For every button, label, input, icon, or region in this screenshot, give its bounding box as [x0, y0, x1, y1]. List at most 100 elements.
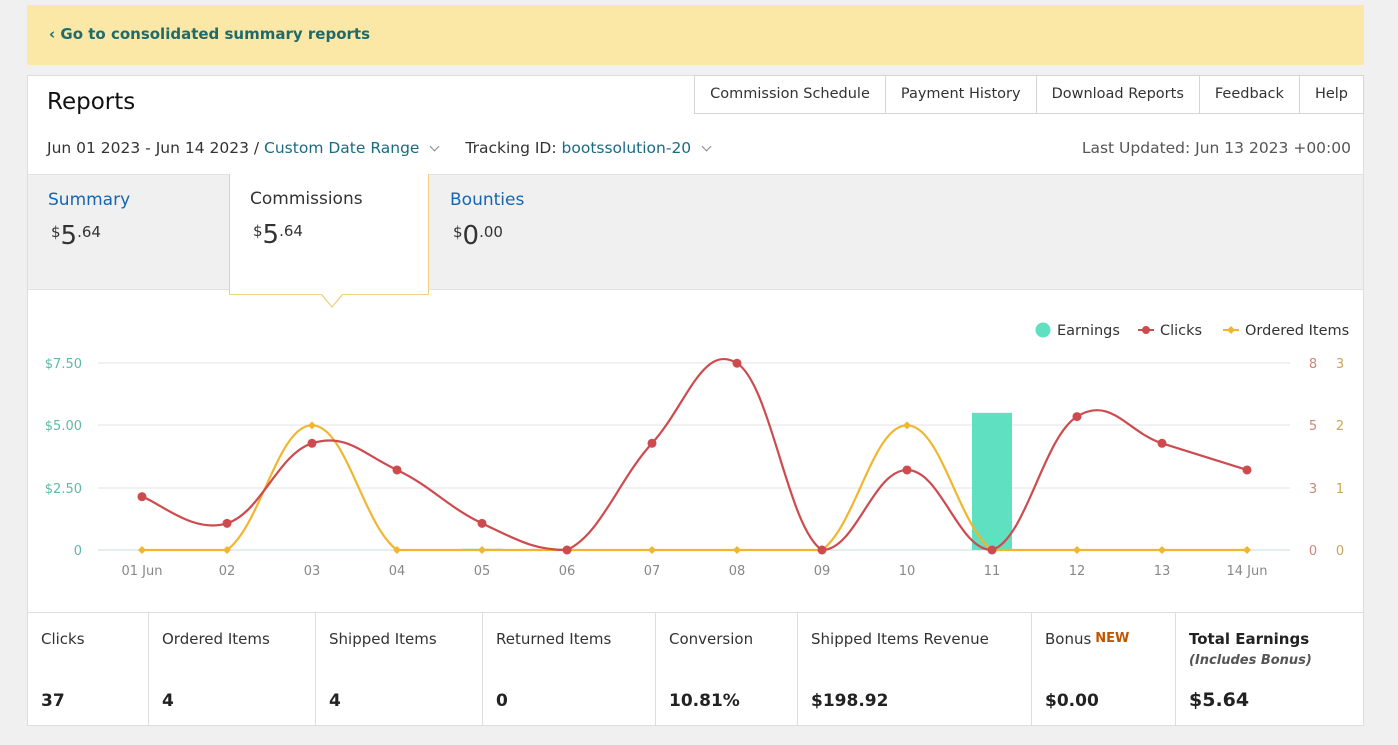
clicks-point — [392, 465, 402, 475]
y-tick-label-left: $7.50 — [45, 357, 82, 372]
tab-help[interactable]: Help — [1299, 75, 1364, 114]
stat-label: Total Earnings — [1189, 630, 1310, 648]
ordered-items-point — [903, 421, 911, 430]
ordered-items-point — [478, 546, 486, 554]
y-tick-label-left: 0 — [74, 544, 82, 559]
ordered-items-point — [138, 546, 146, 554]
clicks-point — [647, 438, 657, 448]
chevron-down-icon[interactable] — [430, 141, 440, 152]
date-range-dropdown[interactable]: Custom Date Range — [264, 139, 420, 157]
metric-label: Bounties — [450, 190, 525, 210]
clicks-point — [902, 465, 912, 475]
value-decimal: .64 — [77, 223, 101, 241]
earnings-bar — [972, 412, 1012, 550]
legend-swatch — [1035, 322, 1051, 338]
ordered-items-point — [1073, 546, 1081, 554]
last-updated-text: Last Updated: Jun 13 2023 +00:00 — [1081, 139, 1351, 157]
tab-payment-history[interactable]: Payment History — [885, 75, 1037, 114]
y-tick-label-clicks: 3 — [1309, 482, 1317, 497]
stat-label: Shipped Items — [329, 630, 437, 648]
clicks-point — [1157, 438, 1167, 448]
x-tick-label: 13 — [1154, 564, 1171, 579]
ordered-items-point — [1243, 546, 1251, 554]
stat-label: Bonus NEW — [1045, 630, 1129, 648]
x-tick-label: 10 — [899, 564, 916, 579]
stat-sublabel: (Includes Bonus) — [1189, 653, 1312, 668]
x-tick-label: 12 — [1069, 564, 1086, 579]
legend-label: Clicks — [1160, 323, 1202, 339]
tab-commission-schedule[interactable]: Commission Schedule — [694, 75, 886, 114]
x-tick-label: 11 — [984, 564, 1001, 579]
clicks-point — [137, 492, 147, 502]
ordered-items-point — [648, 546, 656, 554]
stat-label: Returned Items — [496, 630, 612, 648]
y-tick-label-ordered: 2 — [1336, 419, 1344, 434]
new-badge: NEW — [1095, 631, 1130, 646]
filter-bar: Jun 01 2023 - Jun 14 2023 / Custom Date … — [47, 139, 718, 157]
x-tick-label: 14 Jun — [1227, 564, 1268, 579]
stat-conversion: Conversion 10.81% — [656, 613, 798, 726]
stat-value: 4 — [329, 691, 341, 711]
y-tick-label-clicks: 5 — [1309, 419, 1317, 434]
stat-value: 10.81% — [669, 691, 740, 711]
stat-clicks: Clicks 37 — [28, 613, 149, 726]
legend-swatch — [1142, 326, 1150, 334]
stat-ordered-items: Ordered Items 4 — [149, 613, 316, 726]
stat-bonus: Bonus NEW $0.00 — [1032, 613, 1176, 726]
value-decimal: .64 — [279, 222, 303, 240]
y-tick-label-ordered: 3 — [1336, 357, 1344, 372]
clicks-point — [987, 545, 997, 555]
clicks-point — [222, 518, 232, 528]
x-tick-label: 08 — [729, 564, 746, 579]
tab-feedback[interactable]: Feedback — [1199, 75, 1300, 114]
stats-bar: Clicks 37 Ordered Items 4 Shipped Items … — [28, 612, 1363, 726]
x-tick-label: 02 — [219, 564, 236, 579]
clicks-point — [817, 545, 827, 555]
clicks-line — [141, 357, 1248, 552]
chevron-down-icon[interactable] — [701, 141, 712, 152]
ordered-items-point — [393, 546, 401, 554]
stat-value: $198.92 — [811, 691, 889, 711]
stat-label: Ordered Items — [162, 630, 270, 648]
clicks-point — [1242, 465, 1252, 475]
active-tab-caret — [321, 294, 343, 308]
metric-label: Summary — [48, 190, 131, 210]
x-tick-label: 06 — [559, 564, 576, 579]
x-tick-label: 03 — [304, 564, 321, 579]
y-tick-label-clicks: 0 — [1309, 544, 1317, 559]
report-nav-tabs: Commission Schedule Payment History Down… — [694, 75, 1364, 114]
tracking-id-dropdown[interactable]: bootssolution-20 — [561, 139, 692, 157]
clicks-point — [307, 438, 317, 448]
stat-value: 37 — [41, 691, 65, 711]
y-tick-label-left: $2.50 — [45, 482, 82, 497]
x-tick-label: 09 — [814, 564, 831, 579]
ordered-items-point — [733, 546, 741, 554]
clicks-point — [1072, 412, 1082, 422]
stat-value: $5.64 — [1189, 689, 1250, 711]
x-tick-label: 07 — [644, 564, 661, 579]
stat-value: 4 — [162, 691, 174, 711]
metric-tabs: Summary $5.64 Commissions $5.64 Bounties… — [28, 174, 1363, 308]
tracking-id-label: Tracking ID: — [465, 139, 557, 157]
y-tick-label-ordered: 1 — [1336, 482, 1344, 497]
reports-panel: Reports Commission Schedule Payment Hist… — [27, 75, 1364, 726]
stat-shipped-items: Shipped Items 4 — [316, 613, 483, 726]
tab-download-reports[interactable]: Download Reports — [1036, 75, 1200, 114]
x-tick-label: 05 — [474, 564, 491, 579]
metric-value: $5.64 — [51, 221, 101, 251]
consolidated-reports-link[interactable]: ‹ Go to consolidated summary reports — [49, 25, 370, 43]
stat-total-earnings: Total Earnings (Includes Bonus) $5.64 — [1176, 613, 1363, 726]
ordered-items-point — [308, 421, 316, 430]
metric-tab-bounties[interactable]: Bounties $0.00 — [430, 175, 630, 291]
clicks-point — [562, 545, 572, 555]
metric-tab-summary[interactable]: Summary $5.64 — [28, 175, 228, 291]
stat-value: $0.00 — [1045, 691, 1099, 711]
page-title: Reports — [47, 89, 136, 115]
metric-tab-commissions[interactable]: Commissions $5.64 — [229, 174, 429, 308]
legend-swatch — [1227, 326, 1235, 334]
ordered-items-point — [223, 546, 231, 554]
clicks-point — [732, 358, 742, 368]
ordered-items-point — [1158, 546, 1166, 554]
y-tick-label-left: $5.00 — [45, 419, 82, 434]
metric-value: $0.00 — [453, 221, 503, 251]
